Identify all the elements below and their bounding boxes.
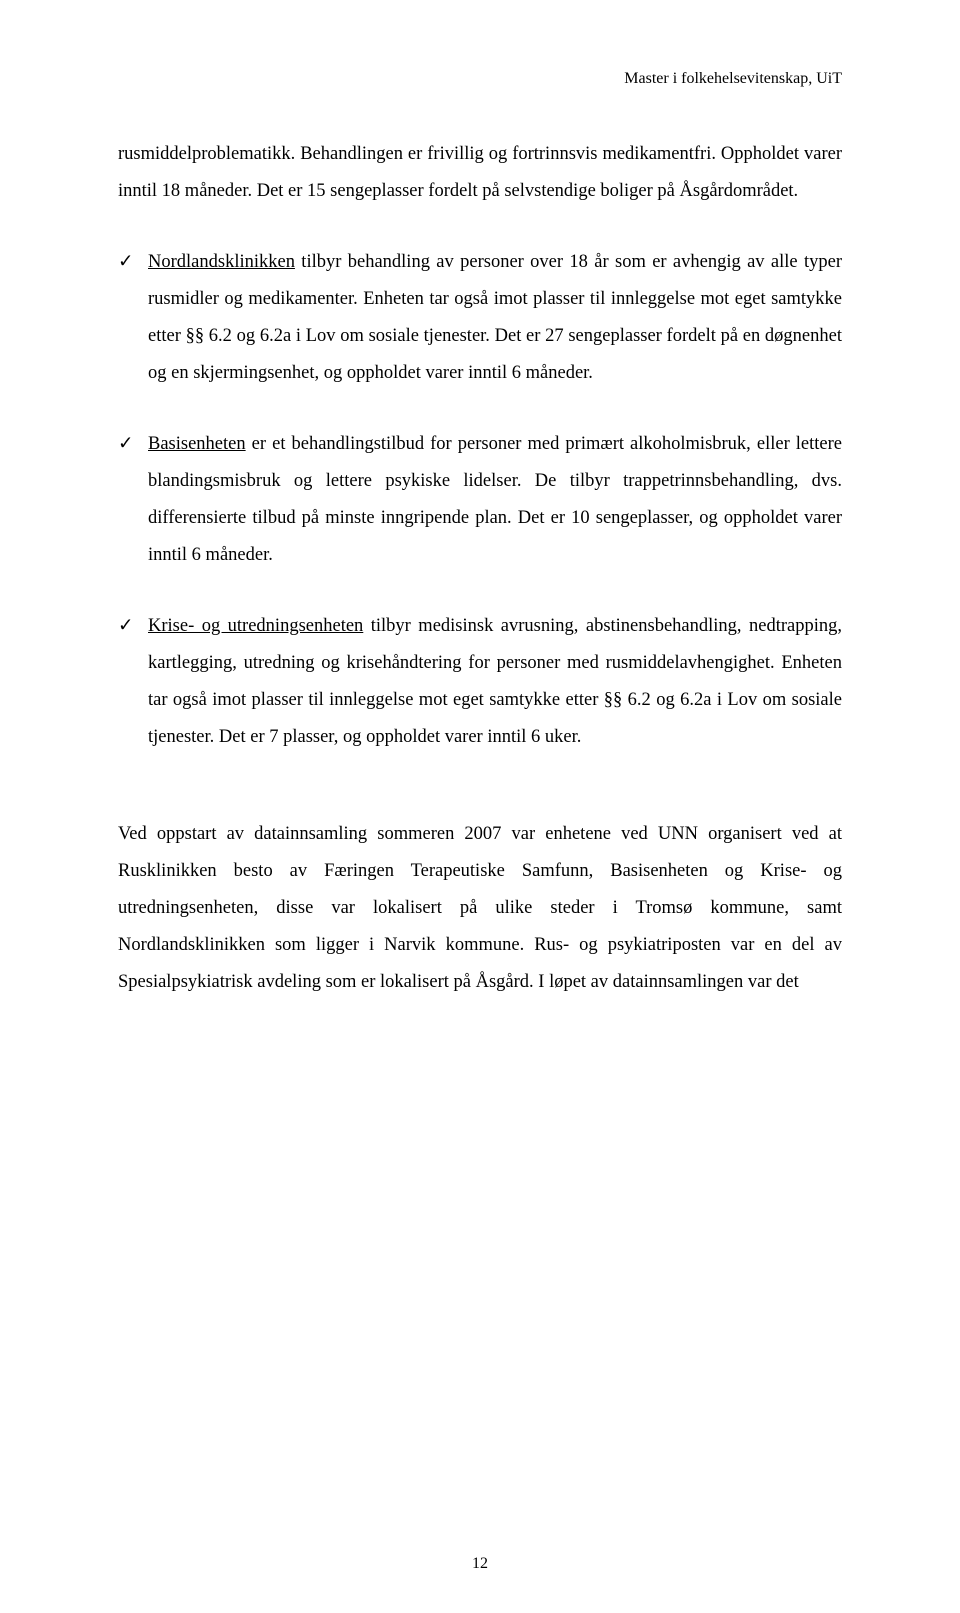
closing-paragraph: Ved oppstart av datainnsamling sommeren … <box>118 816 842 1001</box>
bullet-3-link: Krise- og utredningsenheten <box>148 616 363 636</box>
intro-paragraph: rusmiddelproblematikk. Behandlingen er f… <box>118 136 842 210</box>
bullet-item-1: ✓ Nordlandsklinikken tilbyr behandling a… <box>118 244 842 392</box>
bullet-1-link: Nordlandsklinikken <box>148 252 295 272</box>
running-header: Master i folkehelsevitenskap, UiT <box>118 70 842 88</box>
bullet-item-3: ✓ Krise- og utredningsenheten tilbyr med… <box>118 608 842 756</box>
checkmark-icon: ✓ <box>118 244 134 281</box>
header-text: Master i folkehelsevitenskap, UiT <box>624 70 842 87</box>
checkmark-icon: ✓ <box>118 608 134 645</box>
page-number: 12 <box>0 1555 960 1573</box>
bullet-2-link: Basisenheten <box>148 434 246 454</box>
bullet-2-body: er et behandlingstilbud for personer med… <box>148 434 842 565</box>
bullet-item-2: ✓ Basisenheten er et behandlingstilbud f… <box>118 426 842 574</box>
checkmark-icon: ✓ <box>118 426 134 463</box>
